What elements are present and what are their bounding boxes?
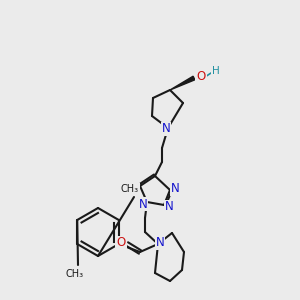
Text: CH₃: CH₃ xyxy=(66,269,84,279)
Polygon shape xyxy=(170,76,195,90)
Text: N: N xyxy=(171,182,179,196)
Text: CH₃: CH₃ xyxy=(121,184,139,194)
Text: N: N xyxy=(162,122,170,136)
Text: H: H xyxy=(212,66,220,76)
Text: N: N xyxy=(156,236,164,250)
Text: O: O xyxy=(196,70,206,83)
Text: N: N xyxy=(139,197,147,211)
Text: O: O xyxy=(116,236,126,250)
Text: N: N xyxy=(165,200,173,214)
